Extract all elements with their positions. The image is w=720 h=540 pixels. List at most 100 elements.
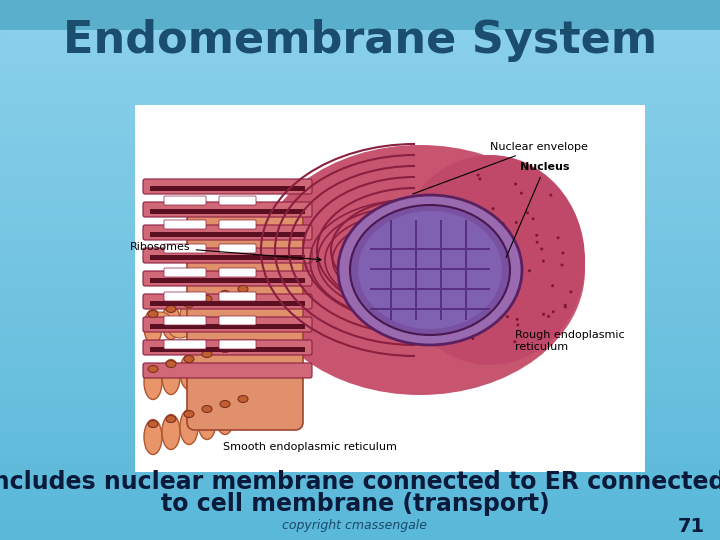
Bar — [0, 224, 720, 227]
Ellipse shape — [209, 342, 231, 358]
Bar — [0, 535, 720, 537]
Bar — [0, 92, 720, 94]
Ellipse shape — [148, 421, 158, 428]
Bar — [150, 232, 305, 237]
Ellipse shape — [552, 310, 554, 313]
Ellipse shape — [184, 355, 194, 362]
Bar — [0, 532, 720, 535]
Ellipse shape — [513, 340, 516, 343]
Ellipse shape — [536, 241, 539, 244]
Bar — [0, 32, 720, 35]
Bar — [0, 176, 720, 178]
Bar — [0, 359, 720, 362]
Ellipse shape — [169, 322, 191, 338]
Ellipse shape — [148, 310, 158, 318]
Bar — [0, 470, 720, 472]
FancyBboxPatch shape — [164, 220, 206, 229]
Ellipse shape — [564, 303, 567, 307]
Bar — [370, 248, 490, 250]
Bar — [0, 397, 720, 400]
Ellipse shape — [162, 360, 180, 395]
Bar — [0, 446, 720, 448]
Bar — [0, 467, 720, 470]
Bar — [0, 181, 720, 184]
Ellipse shape — [451, 256, 454, 259]
Ellipse shape — [350, 205, 510, 335]
Bar — [0, 292, 720, 294]
Bar — [0, 508, 720, 510]
Bar — [465, 220, 467, 320]
Ellipse shape — [531, 217, 534, 220]
Ellipse shape — [162, 305, 180, 340]
Ellipse shape — [448, 315, 451, 319]
Bar — [0, 186, 720, 189]
Bar — [0, 451, 720, 454]
Bar — [0, 456, 720, 459]
Bar — [0, 100, 720, 103]
Bar — [0, 132, 720, 135]
Ellipse shape — [484, 213, 487, 215]
Bar — [0, 108, 720, 111]
Bar — [0, 375, 720, 378]
Bar — [0, 416, 720, 418]
Ellipse shape — [535, 234, 539, 237]
FancyBboxPatch shape — [219, 196, 256, 205]
Bar — [0, 202, 720, 205]
Bar — [0, 302, 720, 305]
Bar — [150, 186, 305, 191]
Bar — [0, 0, 720, 3]
Bar — [0, 313, 720, 316]
Bar — [0, 286, 720, 289]
Bar — [0, 16, 720, 19]
Ellipse shape — [238, 341, 248, 348]
Bar — [0, 119, 720, 122]
Bar — [0, 5, 720, 8]
Ellipse shape — [516, 258, 519, 261]
Bar — [0, 486, 720, 489]
Ellipse shape — [506, 315, 509, 318]
Ellipse shape — [476, 328, 479, 330]
Bar — [0, 435, 720, 437]
Bar — [0, 413, 720, 416]
Bar — [0, 3, 720, 5]
Bar — [0, 73, 720, 76]
Bar — [0, 300, 720, 302]
Bar — [0, 211, 720, 213]
Bar — [0, 81, 720, 84]
Ellipse shape — [502, 272, 505, 274]
Bar — [415, 220, 417, 320]
Bar — [0, 105, 720, 108]
Bar — [0, 127, 720, 130]
Ellipse shape — [220, 346, 230, 353]
Ellipse shape — [487, 296, 490, 299]
Ellipse shape — [441, 260, 445, 264]
Bar — [0, 86, 720, 89]
Bar — [135, 105, 645, 472]
Ellipse shape — [456, 218, 459, 220]
Bar — [0, 459, 720, 462]
Bar — [0, 205, 720, 208]
Bar — [0, 162, 720, 165]
Bar — [0, 248, 720, 251]
Bar — [0, 483, 720, 486]
Ellipse shape — [469, 257, 472, 260]
Ellipse shape — [184, 410, 194, 417]
Bar — [0, 265, 720, 267]
Bar — [0, 138, 720, 140]
Bar — [0, 251, 720, 254]
Bar — [0, 148, 720, 151]
Ellipse shape — [202, 295, 212, 302]
Bar — [0, 389, 720, 392]
Bar — [0, 327, 720, 329]
Text: Includes nuclear membrane connected to ER connected: Includes nuclear membrane connected to E… — [0, 470, 720, 494]
Bar — [0, 526, 720, 529]
Bar — [0, 489, 720, 491]
Bar — [0, 159, 720, 162]
Bar — [0, 364, 720, 367]
FancyBboxPatch shape — [143, 179, 312, 194]
Bar — [0, 22, 720, 24]
Bar — [0, 329, 720, 332]
Bar — [0, 178, 720, 181]
Bar — [0, 208, 720, 211]
Ellipse shape — [560, 264, 564, 267]
